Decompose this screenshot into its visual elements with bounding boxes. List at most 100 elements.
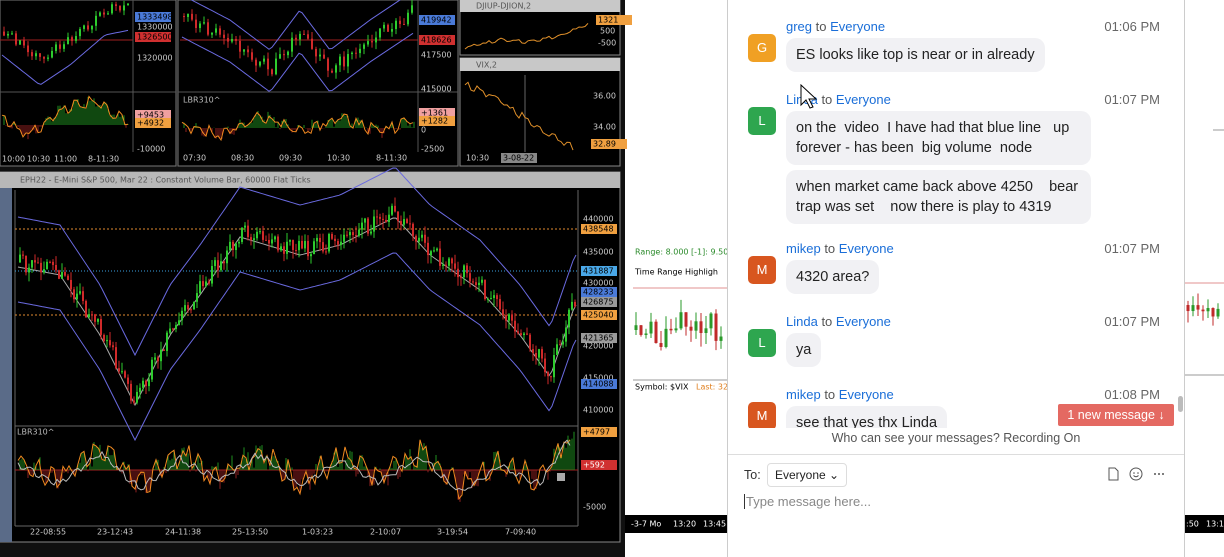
- emoji-icon[interactable]: [1129, 467, 1143, 481]
- chart-label: 24-11:38: [165, 528, 201, 537]
- vix-window: [459, 57, 621, 167]
- candle-body: [403, 219, 405, 225]
- chart-label: Symbol: $VIX: [635, 383, 689, 392]
- scrollbar[interactable]: [1178, 396, 1183, 412]
- chart-label: 10:30: [327, 154, 350, 163]
- candle-body: [475, 282, 477, 286]
- candle-body: [268, 239, 270, 244]
- recipient-dropdown[interactable]: Everyone ⌄: [767, 463, 848, 487]
- oscillator-line: [1, 95, 129, 138]
- recipient[interactable]: Everyone: [838, 241, 894, 256]
- candle-body: [508, 314, 510, 321]
- chart-label: 3-19:54: [437, 528, 468, 537]
- label-box: [419, 108, 455, 118]
- to-label: To:: [744, 468, 761, 482]
- message-header: mikep to Everyone 01:07 PM: [786, 242, 1160, 255]
- lower-band: [1, 29, 129, 85]
- chart-label: 438548: [583, 225, 614, 234]
- chart-label: Range: 8.000 [-1]: 9.50: [635, 248, 728, 257]
- chart-label: 32.89: [593, 140, 616, 149]
- chart-label: 10:30: [27, 155, 50, 164]
- sender[interactable]: greg: [786, 19, 813, 34]
- candle-body: [448, 258, 450, 266]
- candle-body: [310, 254, 312, 257]
- candle-body: [187, 13, 189, 17]
- candle-body: [559, 344, 561, 346]
- candle-body: [31, 260, 33, 268]
- candle-body: [493, 295, 495, 299]
- sender[interactable]: mikep: [786, 387, 821, 402]
- chart-label: 500: [600, 27, 615, 36]
- candle-body: [454, 263, 456, 269]
- label-box: [581, 379, 617, 389]
- timestamp: 01:07 PM: [1104, 92, 1160, 107]
- candle-body: [400, 221, 402, 225]
- candle-body: [217, 260, 219, 271]
- candle-body: [399, 20, 401, 25]
- candle-body: [349, 232, 351, 236]
- recipient[interactable]: Everyone: [838, 387, 894, 402]
- candle-body: [75, 36, 77, 41]
- to-word: to: [824, 241, 836, 256]
- recipient-text[interactable]: Everyone: [775, 468, 826, 482]
- candle-body: [538, 349, 540, 358]
- new-message-button[interactable]: 1 new message ↓: [1058, 404, 1174, 426]
- candle-body: [283, 54, 285, 56]
- file-icon[interactable]: [1106, 467, 1120, 481]
- candle-body: [22, 254, 24, 256]
- candle-body: [35, 53, 37, 57]
- candle-body: [323, 54, 325, 59]
- recipient[interactable]: Everyone: [835, 314, 891, 329]
- chart-label: LBR310^: [183, 96, 220, 105]
- candle-body: [684, 312, 688, 327]
- candle-body: [256, 231, 258, 239]
- candle-body: [433, 250, 435, 252]
- recipient[interactable]: Everyone: [830, 19, 886, 34]
- message-header: mikep to Everyone 01:08 PM: [786, 388, 1160, 401]
- candle-body: [649, 321, 653, 334]
- candle-body: [442, 264, 444, 266]
- candle-body: [364, 218, 366, 223]
- candle-body: [669, 328, 673, 331]
- sender[interactable]: Linda: [786, 314, 818, 329]
- candle-body: [523, 333, 525, 336]
- moving-average: [17, 217, 577, 407]
- candle-body: [244, 225, 246, 228]
- candle-body: [439, 248, 441, 266]
- sender[interactable]: mikep: [786, 241, 821, 256]
- candle-body: [376, 216, 378, 218]
- more-icon[interactable]: [1152, 467, 1166, 481]
- candle-body: [391, 205, 393, 215]
- recipient[interactable]: Everyone: [835, 92, 891, 107]
- chart-label: Last: 32: [696, 383, 728, 392]
- candle-body: [99, 12, 101, 16]
- separator: [728, 454, 1184, 455]
- avatar: M: [748, 256, 776, 284]
- candle-body: [37, 262, 39, 264]
- message-input[interactable]: Type message here...: [744, 494, 872, 509]
- candle-body: [719, 336, 723, 341]
- candle-body: [298, 240, 300, 251]
- visibility-text[interactable]: Who can see your messages? Recording On: [831, 431, 1081, 445]
- candle-body: [496, 295, 498, 300]
- mouse-cursor: [800, 84, 818, 109]
- candle-body: [424, 234, 426, 243]
- chart-label: 07:30: [183, 154, 206, 163]
- candle-body: [31, 52, 33, 57]
- candle-body: [315, 48, 317, 57]
- visibility-note[interactable]: Who can see your messages? Recording On: [728, 431, 1184, 445]
- candle-body: [223, 261, 225, 264]
- candle-body: [79, 28, 81, 37]
- candle-body: [511, 314, 513, 321]
- candle-body: [193, 301, 195, 310]
- candle-body: [88, 314, 90, 318]
- label-box: [135, 32, 171, 42]
- candle-body: [469, 273, 471, 282]
- chart-label: -5000: [583, 503, 606, 512]
- candle-body: [51, 50, 53, 58]
- candle-body: [169, 328, 171, 333]
- candle-body: [130, 383, 132, 401]
- candle-body: [271, 239, 273, 244]
